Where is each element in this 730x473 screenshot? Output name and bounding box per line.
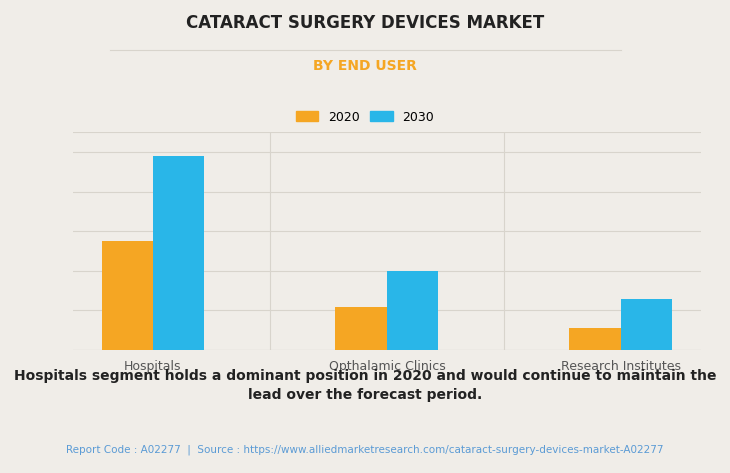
Bar	[387, 271, 438, 350]
Bar	[153, 156, 204, 350]
Text: CATARACT SURGERY DEVICES MARKET: CATARACT SURGERY DEVICES MARKET	[186, 14, 544, 32]
Bar	[336, 307, 387, 350]
Text: Hospitals segment holds a dominant position in 2020 and would continue to mainta: Hospitals segment holds a dominant posit…	[14, 369, 716, 403]
Text: BY END USER: BY END USER	[313, 59, 417, 73]
Bar	[101, 241, 153, 350]
Legend: 2020, 2030: 2020, 2030	[291, 105, 439, 129]
Bar	[620, 298, 672, 350]
Text: Report Code : A02277  |  Source : https://www.alliedmarketresearch.com/cataract-: Report Code : A02277 | Source : https://…	[66, 445, 664, 455]
Bar	[569, 328, 620, 350]
